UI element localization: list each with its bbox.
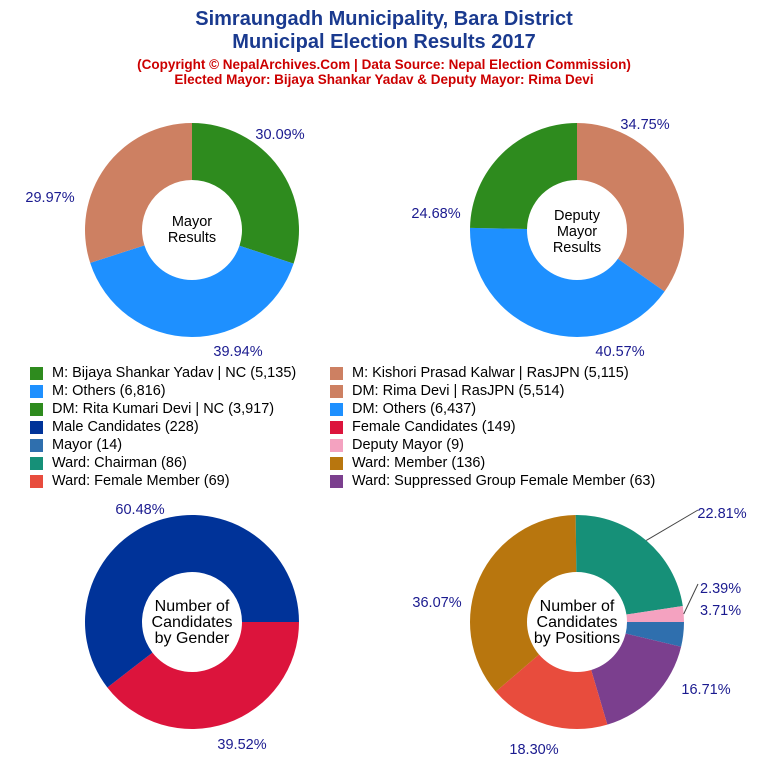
slice-m-others: [90, 245, 294, 337]
legend-item: Deputy Mayor (9): [330, 436, 464, 454]
donut-center-label: Results: [553, 240, 601, 256]
slice-female-candidates: [107, 622, 299, 729]
legend-item: DM: Rima Devi | RasJPN (5,514): [330, 382, 564, 400]
donut-center-label: Results: [168, 230, 216, 246]
legend-swatch: [330, 366, 343, 380]
legend-label: Male Candidates (228): [52, 419, 199, 435]
legend-item: DM: Rita Kumari Devi | NC (3,917): [30, 400, 274, 418]
chart-subtitle-elected: Elected Mayor: Bijaya Shankar Yadav & De…: [174, 72, 594, 87]
legend-item: Female Candidates (149): [330, 418, 516, 436]
legend-swatch: [30, 366, 43, 380]
percent-label: 39.94%: [213, 344, 262, 360]
legend-item: M: Bijaya Shankar Yadav | NC (5,135): [30, 364, 296, 382]
legend-item: Ward: Member (136): [330, 454, 485, 472]
legend-label: Ward: Member (136): [352, 455, 486, 471]
legend-item: Male Candidates (228): [30, 418, 199, 436]
percent-label: 3.71%: [700, 603, 741, 619]
percent-label: 60.48%: [115, 502, 164, 518]
legend-swatch: [330, 474, 343, 488]
legend-item: Mayor (14): [30, 436, 122, 454]
leader-line: [683, 583, 699, 615]
legend-swatch: [30, 420, 43, 434]
donut-center-label: Candidates: [537, 614, 618, 631]
legend-swatch: [330, 456, 343, 470]
percent-label: 16.71%: [681, 682, 730, 698]
percent-label: 40.57%: [595, 344, 644, 360]
donut-center-label: Mayor: [557, 224, 597, 240]
legend-label: Mayor (14): [52, 437, 123, 453]
legend-item: DM: Others (6,437): [330, 400, 476, 418]
slice-m-bijaya-shankar-yadav-nc: [192, 123, 300, 264]
slice-m-kishori-prasad-kalwar-rasjpn: [84, 123, 192, 263]
legend-item: Ward: Suppressed Group Female Member (63…: [330, 472, 655, 490]
slice-ward-chairman: [575, 515, 683, 615]
legend-swatch: [30, 384, 43, 398]
percent-label: 39.52%: [217, 737, 266, 753]
legend-label: Deputy Mayor (9): [352, 437, 465, 453]
donut-center-label: Mayor: [172, 214, 212, 230]
slice-male-candidates: [84, 515, 299, 688]
donut-center-label: Candidates: [152, 614, 233, 631]
legend-label: DM: Others (6,437): [352, 401, 477, 417]
legend-label: M: Bijaya Shankar Yadav | NC (5,135): [52, 365, 297, 381]
percent-label: 36.07%: [412, 595, 461, 611]
chart-title-line2: Municipal Election Results 2017: [232, 31, 536, 53]
donut-center-label: Number of: [540, 598, 615, 615]
legend-label: DM: Rita Kumari Devi | NC (3,917): [52, 401, 275, 417]
percent-label: 24.68%: [411, 206, 460, 222]
slice-mayor: [625, 622, 684, 647]
slice-dm-rima-devi-rasjpn: [577, 123, 684, 292]
donut-center-label: by Positions: [534, 630, 620, 647]
slice-ward-member: [470, 515, 577, 692]
legend-item: Ward: Chairman (86): [30, 454, 187, 472]
legend-swatch: [330, 420, 343, 434]
leader-line: [646, 509, 699, 541]
percent-label: 29.97%: [25, 190, 74, 206]
percent-label: 2.39%: [700, 581, 741, 597]
legend-swatch: [30, 456, 43, 470]
legend-label: Ward: Chairman (86): [52, 455, 187, 471]
legend-swatch: [330, 384, 343, 398]
slice-deputy-mayor: [626, 606, 684, 622]
percent-label: 18.30%: [509, 742, 558, 758]
legend-swatch: [30, 402, 43, 416]
donut-center-label: by Gender: [155, 630, 230, 647]
legend-swatch: [30, 474, 43, 488]
legend-label: M: Others (6,816): [52, 383, 166, 399]
legend-label: DM: Rima Devi | RasJPN (5,514): [352, 383, 565, 399]
legend-label: Ward: Suppressed Group Female Member (63…: [352, 473, 656, 489]
donut-center-label: Deputy: [554, 208, 601, 224]
legend-item: M: Kishori Prasad Kalwar | RasJPN (5,115…: [330, 364, 629, 382]
percent-label: 30.09%: [255, 127, 304, 143]
legend-label: M: Kishori Prasad Kalwar | RasJPN (5,115…: [352, 365, 629, 381]
slice-dm-others: [470, 227, 665, 337]
legend-swatch: [30, 438, 43, 452]
slice-dm-rita-kumari-devi-nc: [470, 123, 577, 230]
legend-label: Female Candidates (149): [352, 419, 516, 435]
percent-label: 22.81%: [697, 506, 746, 522]
legend-label: Ward: Female Member (69): [52, 473, 230, 489]
legend-item: Ward: Female Member (69): [30, 472, 230, 490]
slice-ward-suppressed-group-female-member: [591, 633, 682, 725]
donut-center-label: Number of: [155, 598, 230, 615]
slice-ward-female-member: [495, 654, 608, 729]
chart-title-line1: Simraungadh Municipality, Bara District: [195, 8, 573, 30]
percent-label: 34.75%: [620, 117, 669, 133]
legend-swatch: [330, 438, 343, 452]
legend-item: M: Others (6,816): [30, 382, 166, 400]
chart-subtitle-copyright: (Copyright © NepalArchives.Com | Data So…: [137, 57, 631, 72]
legend-swatch: [330, 402, 343, 416]
